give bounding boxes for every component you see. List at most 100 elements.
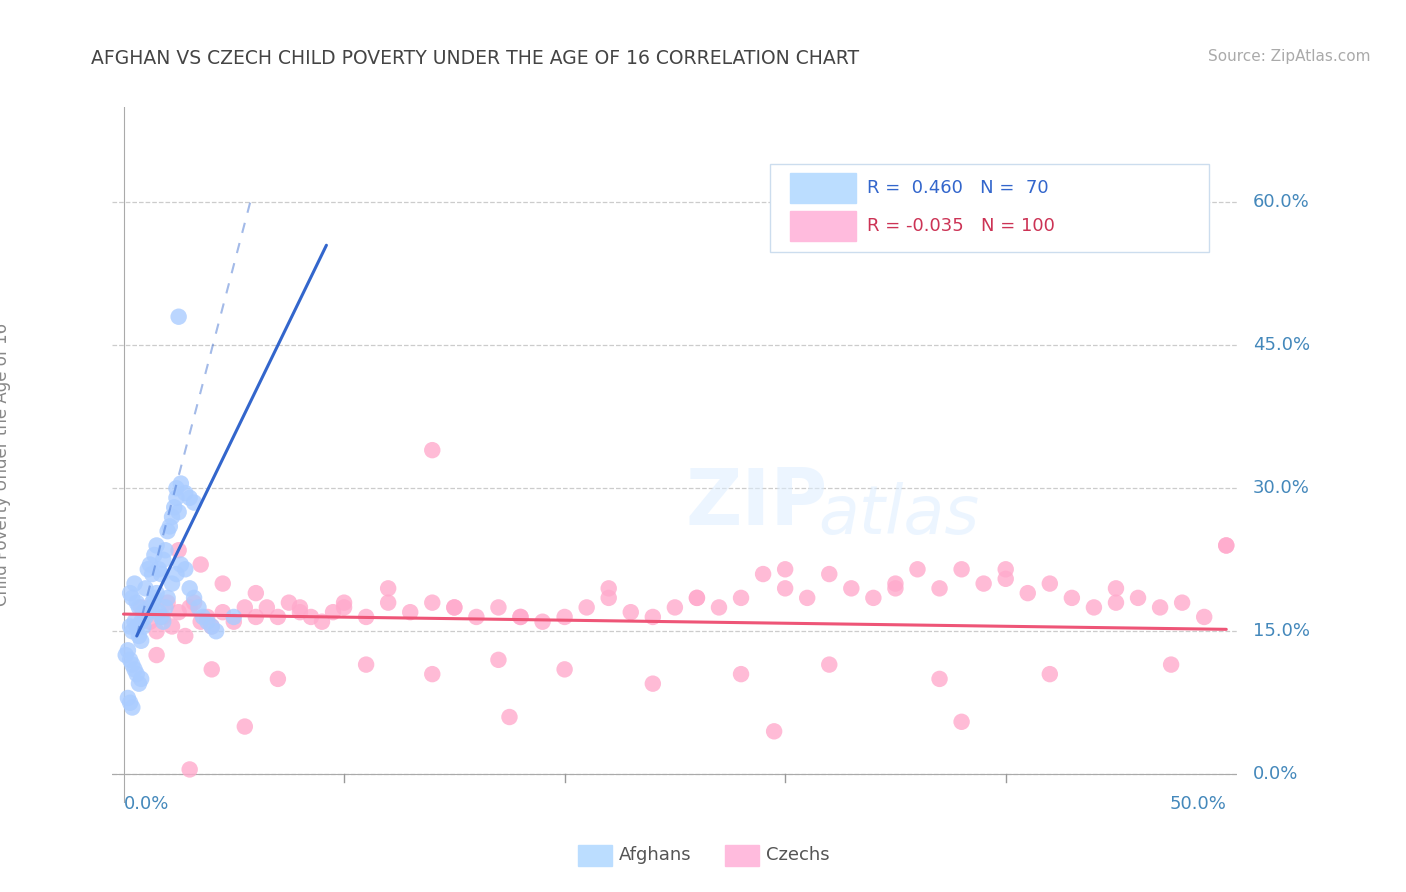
Point [156,596,179,610]
Point [839,582,862,596]
Point [195,610,218,624]
Point [141,596,163,610]
Point [167,543,190,558]
Point [132,605,155,619]
Point [333,600,356,615]
Point [994,572,1017,586]
Point [299,610,322,624]
Point [322,605,344,619]
Point [763,724,786,739]
Point [190,615,212,629]
Point [114,648,136,662]
Point [1215,539,1237,553]
Point [1160,657,1182,672]
Point [150,567,173,582]
Point [245,610,267,624]
Point [245,586,267,600]
Point [288,605,311,619]
Point [179,491,201,505]
Point [125,667,148,681]
Point [167,505,190,519]
Point [277,596,299,610]
Text: 0.0%: 0.0% [1253,765,1298,783]
Point [170,558,193,572]
Point [256,600,278,615]
Point [165,491,187,505]
Point [205,624,228,639]
Point [1060,591,1083,605]
Point [420,443,443,458]
Text: 30.0%: 30.0% [1253,479,1309,497]
Point [129,615,152,629]
Point [141,567,163,582]
Point [818,657,841,672]
Point [124,662,146,676]
Point [818,567,841,582]
Point [132,619,155,633]
Point [174,486,197,500]
Point [498,710,520,724]
Text: atlas: atlas [818,482,980,548]
Point [531,615,554,629]
Point [190,558,212,572]
Text: AFGHAN VS CZECH CHILD POVERTY UNDER THE AGE OF 16 CORRELATION CHART: AFGHAN VS CZECH CHILD POVERTY UNDER THE … [91,49,859,68]
Point [156,524,179,538]
Point [1105,582,1128,596]
Point [420,667,443,681]
Point [354,610,377,624]
Text: Afghans: Afghans [619,846,692,863]
Point [191,610,214,624]
Point [150,610,173,624]
Point [143,591,166,605]
Point [1039,576,1062,591]
Point [311,615,333,629]
Point [211,605,233,619]
Text: 50.0%: 50.0% [1170,795,1226,814]
Point [159,519,181,533]
Point [170,476,193,491]
Point [121,700,143,714]
Point [950,562,973,576]
FancyBboxPatch shape [769,164,1209,252]
Point [377,582,399,596]
Point [160,509,183,524]
Point [509,610,531,624]
Point [1215,539,1237,553]
Point [139,615,162,629]
Point [267,610,290,624]
Point [156,591,179,605]
Point [1105,596,1128,610]
Point [201,619,224,633]
Point [129,633,152,648]
Point [125,619,148,633]
Point [928,582,950,596]
Point [201,619,224,633]
Point [233,600,256,615]
Point [145,624,167,639]
Point [129,600,152,615]
Point [620,605,643,619]
Point [143,548,166,562]
Point [377,596,399,610]
Text: Source: ZipAtlas.com: Source: ZipAtlas.com [1208,49,1371,64]
Point [160,619,183,633]
Point [124,615,146,629]
Point [211,576,233,591]
Point [1126,591,1149,605]
Point [575,600,598,615]
Text: Czechs: Czechs [766,846,830,863]
Point [160,576,183,591]
Point [155,600,177,615]
Point [121,657,143,672]
Point [135,582,157,596]
Point [179,600,201,615]
Point [333,596,356,610]
Point [128,629,150,643]
Text: 60.0%: 60.0% [1253,194,1309,211]
Text: 45.0%: 45.0% [1253,336,1310,354]
Point [120,696,142,710]
Point [862,591,884,605]
Point [354,657,377,672]
Point [730,591,752,605]
Point [1083,600,1105,615]
